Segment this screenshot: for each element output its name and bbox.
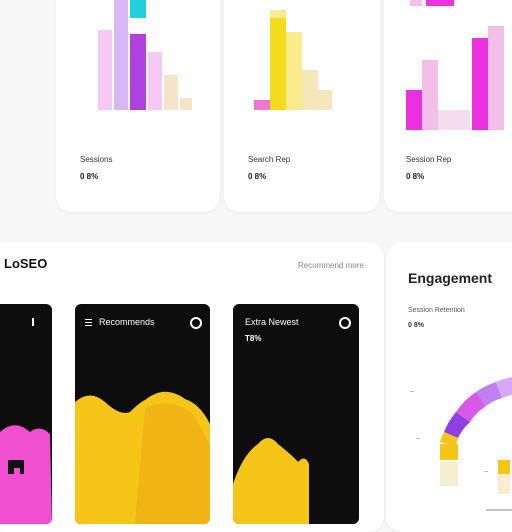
tile-title: Recommends <box>99 317 155 327</box>
bar <box>438 110 454 130</box>
gauge-segment <box>498 460 510 474</box>
stat-value: 0 8% <box>248 172 267 181</box>
bar <box>130 34 146 110</box>
gauge-segment <box>456 392 486 422</box>
axis-tick: -- <box>410 389 414 395</box>
engagement-card: Engagement Session Retention 0 8% -- -- … <box>386 242 512 532</box>
stat-value: 0 8% <box>80 172 99 181</box>
bar-chart <box>254 10 332 110</box>
metric-value: 0 8% <box>408 322 424 329</box>
bar <box>302 70 318 110</box>
stat-label: Search Rep <box>248 155 291 164</box>
bar <box>454 110 470 130</box>
tile-art <box>0 425 52 524</box>
bar <box>98 30 112 110</box>
bar <box>318 90 332 110</box>
tile-sub: T8% <box>245 334 262 343</box>
tile-2[interactable]: Recommends <box>75 304 210 524</box>
bar-chart <box>406 0 504 130</box>
bar <box>472 38 488 130</box>
axis-tick: -- <box>416 436 420 442</box>
gauge-segment <box>476 382 502 406</box>
bar <box>426 0 454 6</box>
bar <box>164 75 178 110</box>
tile-art <box>233 438 309 524</box>
bar <box>130 0 146 18</box>
stat-card-session[interactable]: Session Rep 0 8% <box>384 0 512 212</box>
section-title: Engagement <box>408 270 493 286</box>
bar <box>180 98 192 110</box>
gauge-segment <box>440 432 458 446</box>
stat-card-search[interactable]: Search Rep 0 8% <box>224 0 380 212</box>
ring-icon[interactable] <box>190 317 202 329</box>
bar <box>286 32 302 110</box>
gauge-segment <box>440 462 458 486</box>
menu-icon[interactable] <box>32 318 36 326</box>
gauge-chart <box>440 377 512 511</box>
bar <box>488 26 504 130</box>
gauge-segment <box>498 474 510 494</box>
bar <box>254 100 270 110</box>
stat-card-sessions[interactable]: Sessions 0 8% <box>56 0 220 212</box>
axis-tick: -- <box>484 469 488 475</box>
tile-3[interactable]: Extra Newest T8% <box>233 304 359 524</box>
stat-label: Sessions <box>80 155 113 164</box>
metric-label: Session Retention <box>408 307 465 314</box>
tile-title: Extra Newest <box>245 317 299 327</box>
bar <box>270 15 286 110</box>
bar <box>148 52 162 110</box>
tile-1[interactable] <box>0 304 52 524</box>
stat-value: 0 8% <box>406 172 425 181</box>
gauge-segment <box>496 377 512 398</box>
bar <box>410 0 422 6</box>
bar <box>270 10 286 18</box>
bar-chart <box>98 0 192 110</box>
gauge-segment <box>440 444 458 460</box>
section-title: LoSEO <box>4 256 48 271</box>
menu-icon[interactable] <box>85 319 92 326</box>
ring-icon[interactable] <box>339 317 351 329</box>
gauge-segment <box>444 412 470 438</box>
bar <box>114 0 128 110</box>
tile-art <box>75 391 210 524</box>
bar <box>422 60 438 130</box>
bar <box>406 90 422 130</box>
stat-label: Session Rep <box>406 155 452 164</box>
recommend-link[interactable]: Recommend more <box>298 261 364 270</box>
